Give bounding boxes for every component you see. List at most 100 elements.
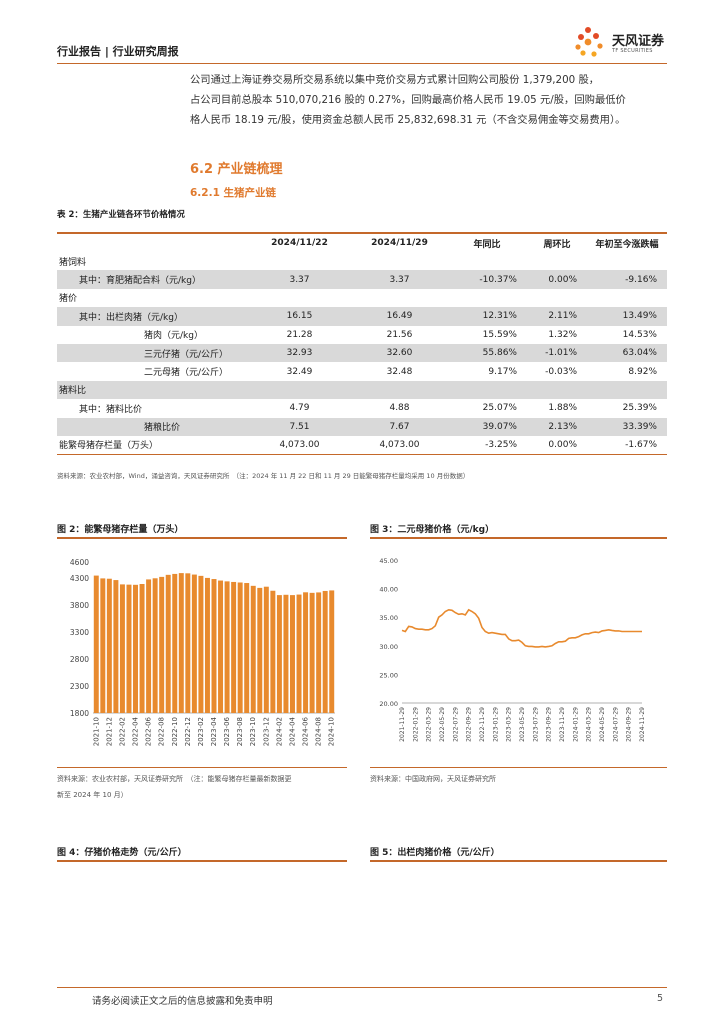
y-tick-label: 3800: [70, 601, 89, 610]
fig3-bottom-rule: [370, 767, 667, 768]
row-label: 能繁母猪存栏量（万头）: [57, 435, 247, 455]
value-1122: 32.93: [247, 343, 352, 363]
x-tick-label: 2023-12: [262, 717, 270, 746]
value-1129: 21.56: [386, 329, 413, 340]
table-row: 其中：猪料比价 4.79 4.88 25.07% 1.88% 25.39%: [57, 399, 667, 417]
x-tick-label: 2024-09-29: [626, 707, 633, 742]
fig5-caption: 图 5：出栏肉猪价格（元/公斤）: [370, 848, 500, 858]
x-tick-label: 2023-05-29: [519, 707, 526, 742]
body-paragraph: 公司通过上海证券交易所交易系统以集中竞价交易方式累计回购公司股份 1,379,2…: [190, 70, 668, 130]
value-1122: [247, 289, 352, 307]
x-tick-label: 2024-03-29: [586, 707, 593, 742]
bar: [316, 592, 322, 713]
value-1122: 4,073.00: [247, 435, 352, 455]
yoy-change: [447, 380, 527, 400]
table-source-note: 资料来源：农业农村部，Wind，涌益咨询，天风证券研究所 （注：2024 年 1…: [57, 472, 470, 480]
footer-divider: [57, 987, 667, 988]
bar: [100, 578, 106, 713]
x-tick-label: 2022-11-29: [479, 707, 486, 742]
y-tick-label: 20.00: [379, 700, 398, 708]
table-row: 猪料比: [57, 380, 667, 400]
bar: [244, 583, 250, 713]
bar: [113, 580, 119, 713]
bar: [283, 594, 289, 713]
row-label: 猪粮比价: [57, 417, 247, 436]
yoy-change: 39.07%: [447, 417, 527, 436]
value-1122: 21.28: [286, 329, 313, 340]
x-tick-label: 2022-12: [184, 717, 192, 746]
value-1122: [247, 252, 352, 270]
bar: [303, 592, 309, 713]
x-tick-label: 2022-08: [158, 717, 166, 746]
value-1129: 16.49: [352, 307, 447, 326]
x-tick-label: 2023-08: [236, 717, 244, 746]
fig2-source-line: 新至 2024 年 10 月）: [57, 791, 128, 799]
bar: [204, 577, 210, 713]
x-tick-label: 2022-01-29: [412, 707, 419, 742]
row-label: 其中：猪料比价: [79, 404, 143, 415]
report-header: 行业报告 | 行业研究周报: [57, 45, 179, 58]
ytd-change: 63.04%: [587, 343, 667, 363]
x-tick-label: 2022-05-29: [439, 707, 446, 742]
x-tick-label: 2022-02: [118, 717, 126, 746]
fig2-bottom-rule: [57, 767, 347, 768]
logo-text-en: TF SECURITIES: [612, 48, 653, 54]
x-tick-label: 2024-01-29: [572, 707, 579, 742]
wow-change: [527, 252, 587, 270]
table-header-cell: 年初至今涨跌幅: [595, 239, 659, 250]
bar: [211, 579, 217, 713]
x-tick-label: 2022-04: [132, 716, 140, 746]
row-label: 猪料比: [57, 380, 247, 400]
bar: [276, 595, 282, 713]
bar: [329, 590, 335, 713]
table-header-cell: 2024/11/22: [271, 238, 328, 248]
value-1129: 32.60: [352, 343, 447, 363]
fig2-bar-chart: 1800 2300 2800 3300 3800 4300 4600 2021-10 2021-…: [70, 558, 336, 746]
table-caption: 表 2：生猪产业链各环节价格情况: [57, 210, 185, 220]
fig2-source: 资料来源：农业农村部，天风证券研究所 （注：能繁母猪存栏量最新数据更 新至 20…: [57, 771, 292, 803]
x-tick-label: 2023-06: [223, 716, 231, 746]
bar: [250, 585, 256, 713]
table-row: 猪肉（元/kg） 21.28 21.56 15.59% 1.32% 14.53%: [57, 326, 667, 344]
y-tick-label: 35.00: [379, 614, 398, 622]
row-label: 其中：育肥猪配合料（元/kg）: [57, 270, 247, 289]
ytd-change: [587, 380, 667, 400]
x-tick-label: 2023-02: [197, 717, 205, 746]
ytd-change: [587, 289, 667, 307]
table-row: 猪粮比价 7.51 7.67 39.07% 2.13% 33.39%: [57, 417, 667, 436]
table-row: 二元母猪（元/公斤） 32.49 32.48 9.17% -0.03% 8.92%: [57, 362, 667, 380]
price-line: [401, 608, 642, 648]
row-label: 猪价: [59, 294, 78, 305]
value-1122: 32.49: [286, 366, 313, 377]
value-1129: [352, 380, 447, 400]
x-tick-label: 2023-04: [210, 716, 218, 746]
row-label: 三元仔猪（元/公斤）: [57, 343, 247, 363]
paragraph-line: 占公司目前总股本 510,070,216 股的 0.27%，回购最高价格人民币 …: [190, 94, 626, 106]
x-tick-label: 2022-03-29: [426, 707, 433, 742]
table-header-cell: 年同比: [473, 239, 501, 250]
yoy-change: [447, 252, 527, 270]
wow-change: 2.11%: [527, 307, 587, 326]
bar: [139, 584, 145, 713]
table-row: 猪饲料: [57, 252, 667, 270]
yoy-change: 55.86%: [447, 343, 527, 363]
yoy-change: 25.07%: [482, 403, 517, 414]
wow-change: 0.00%: [527, 435, 587, 455]
value-1122: 16.15: [247, 307, 352, 326]
x-tick-label: 2024-02: [275, 717, 283, 746]
bar: [159, 576, 165, 713]
logo-text-cn: 天风证券: [612, 34, 665, 49]
paragraph-line: 公司通过上海证券交易所交易系统以集中竞价交易方式累计回购公司股份 1,379,2…: [190, 74, 600, 86]
paragraph-line: 格人民币 18.19 元/股，使用资金总额人民币 25,832,698.31 元…: [190, 114, 626, 126]
bar: [178, 573, 184, 713]
bar: [126, 584, 132, 713]
ytd-change: [587, 252, 667, 270]
table-row: 猪价: [57, 289, 667, 307]
bar: [191, 574, 197, 713]
price-table: 2024/11/22 2024/11/29 年同比 周环比 年初至今涨跌幅 猪饲…: [57, 234, 667, 455]
yoy-change: 15.59%: [482, 329, 517, 340]
fig2-top-rule: [57, 537, 347, 539]
bar: [231, 581, 237, 713]
row-label: 猪肉（元/kg）: [144, 331, 203, 342]
bar: [185, 573, 191, 713]
